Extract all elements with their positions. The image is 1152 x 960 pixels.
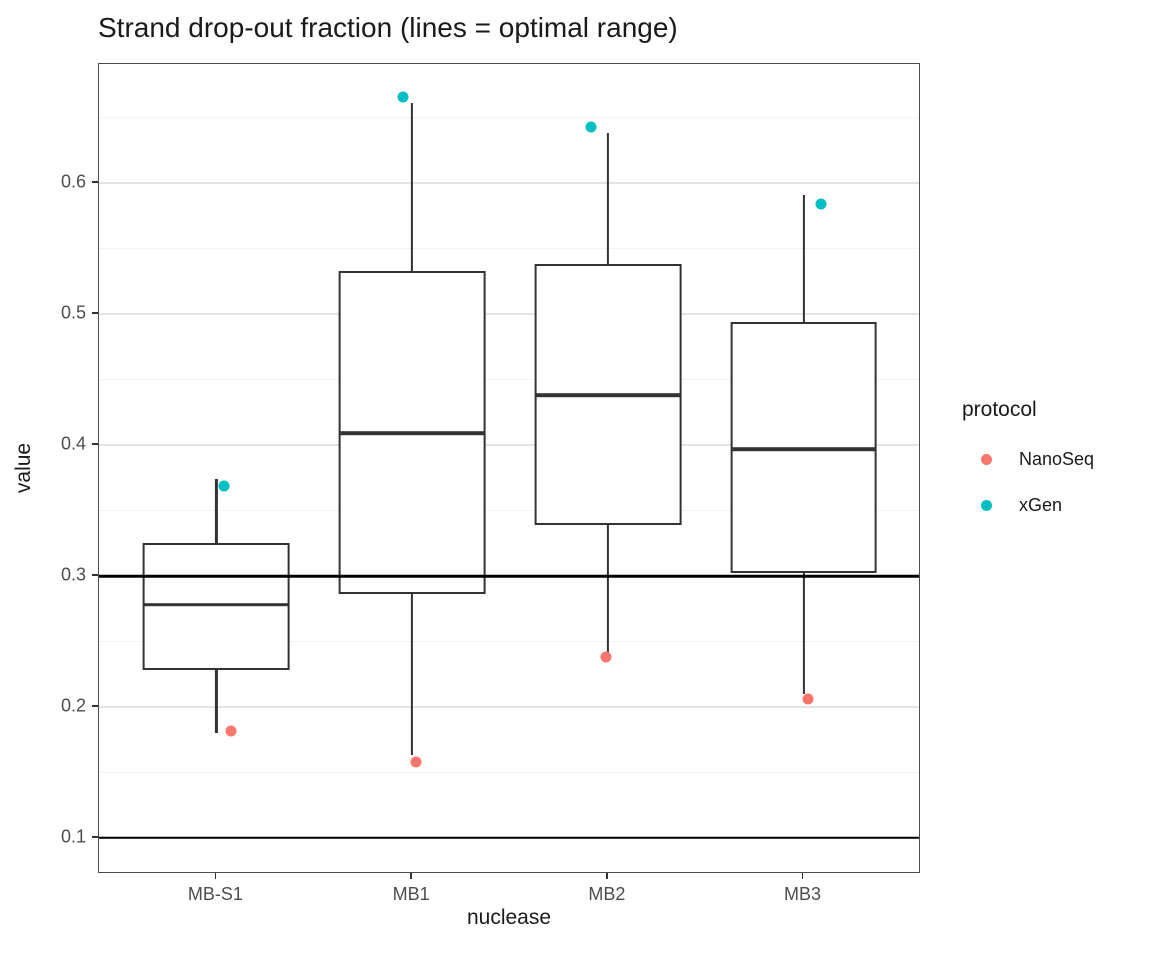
- whisker-upper: [215, 479, 218, 544]
- whisker-upper: [411, 103, 414, 271]
- reference-line: [99, 574, 919, 578]
- y-tick-label: 0.4: [60, 433, 86, 454]
- boxplot-median: [535, 393, 681, 398]
- x-tick-mark: [410, 873, 412, 879]
- boxplot-median: [144, 603, 289, 607]
- reference-line: [99, 836, 919, 840]
- boxplot-median: [731, 447, 876, 451]
- y-tick-mark: [92, 443, 98, 445]
- point-nanoseq-MB-S1: [225, 725, 237, 737]
- point-nanoseq-MB1: [410, 756, 422, 768]
- y-tick-mark: [92, 181, 98, 183]
- gridline-major: [99, 313, 919, 315]
- whisker-lower: [215, 670, 218, 734]
- y-tick-label: 0.6: [60, 171, 86, 192]
- whisker-upper: [802, 194, 805, 322]
- x-tick-label-MB2: MB2: [588, 884, 626, 904]
- y-tick-label: 0.1: [60, 826, 86, 847]
- point-nanoseq-MB2: [600, 651, 612, 663]
- point-xgen-MB3: [815, 198, 827, 210]
- gridline-major: [99, 444, 919, 446]
- gridline-minor: [99, 510, 919, 512]
- y-tick-label: 0.3: [60, 564, 86, 585]
- legend-title: protocol: [962, 398, 1037, 421]
- xgen-point-icon: [981, 499, 992, 511]
- chart-title: Strand drop-out fraction (lines = optima…: [98, 12, 678, 43]
- whisker-lower: [802, 573, 805, 694]
- gridline-major: [99, 182, 919, 184]
- x-tick-label-MB-S1: MB-S1: [187, 884, 243, 904]
- y-tick-mark: [92, 836, 98, 838]
- x-tick-label-MB3: MB3: [784, 884, 822, 904]
- x-axis-title: nuclease: [466, 906, 552, 929]
- whisker-lower: [411, 594, 414, 756]
- y-tick-label: 0.5: [60, 302, 86, 323]
- point-nanoseq-MB3: [802, 693, 814, 705]
- nanoseq-point-icon: [981, 453, 992, 465]
- gridline-minor: [99, 772, 919, 773]
- boxplot-median: [339, 431, 485, 436]
- gridline-minor: [99, 379, 919, 381]
- gridline-minor: [99, 641, 919, 643]
- y-tick-label: 0.2: [60, 695, 86, 716]
- x-tick-label-MB1: MB1: [392, 884, 430, 904]
- point-xgen-MB2: [585, 121, 597, 133]
- x-tick-mark: [606, 873, 608, 879]
- legend-label-xgen: xGen: [1019, 494, 1063, 515]
- y-tick-mark: [92, 312, 98, 314]
- legend-item-nanoseq: NanoSeq: [962, 436, 1147, 482]
- legend-item-xgen: xGen: [962, 482, 1147, 528]
- point-xgen-MB-S1: [218, 480, 230, 492]
- y-axis-title: value: [12, 442, 35, 494]
- plot-panel: [98, 63, 920, 873]
- x-tick-mark: [801, 873, 804, 879]
- gridline-minor: [99, 117, 919, 119]
- point-xgen-MB1: [397, 91, 409, 103]
- gridline-major: [99, 706, 919, 708]
- x-tick-mark: [214, 873, 217, 879]
- gridline-minor: [99, 248, 919, 250]
- legend: protocol NanoSeq xGen: [962, 398, 1147, 528]
- whisker-lower: [606, 524, 609, 654]
- y-tick-mark: [92, 705, 98, 707]
- y-tick-mark: [92, 574, 98, 576]
- legend-label-nanoseq: NanoSeq: [1019, 448, 1095, 469]
- boxplot-box-MB-S1: [143, 543, 290, 671]
- whisker-upper: [606, 133, 609, 265]
